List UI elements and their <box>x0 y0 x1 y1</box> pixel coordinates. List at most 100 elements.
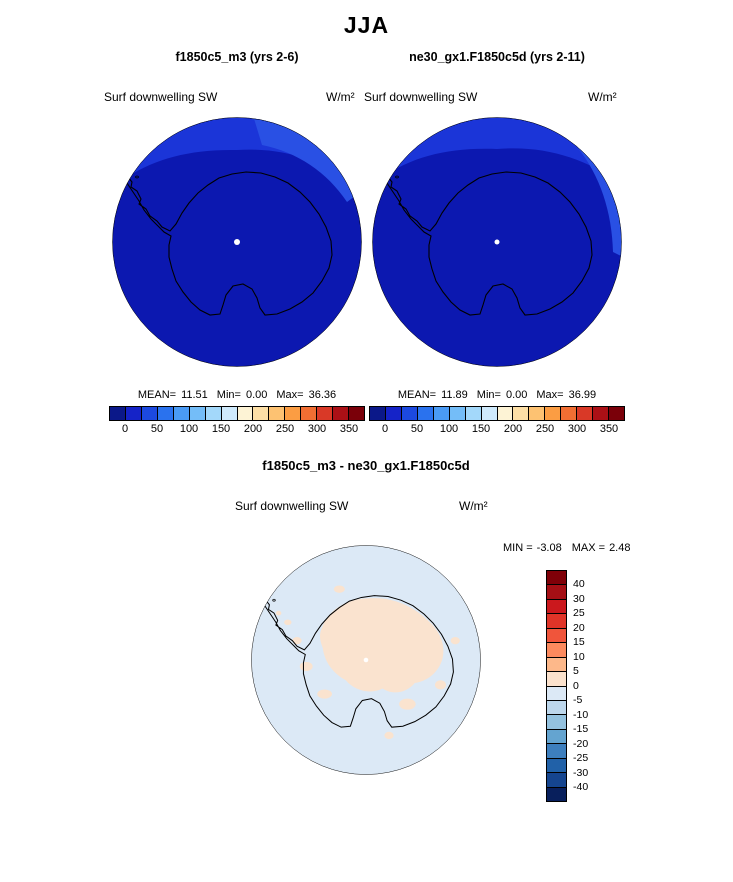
south-pole-dot <box>363 657 369 663</box>
colorbar-tick-label: 0 <box>381 423 389 435</box>
anomaly-blob <box>435 680 447 690</box>
colorbar-segment <box>401 407 418 420</box>
colorbar-segment <box>301 407 318 420</box>
colorbar-segment <box>237 407 254 420</box>
colorbar-segment <box>577 407 594 420</box>
colorbar-segment <box>593 407 610 420</box>
south-pole-dot <box>234 239 240 245</box>
colorbar-segment <box>125 407 142 420</box>
diff-colorbar-label: -25 <box>573 752 589 764</box>
colorbar-tick-label: 150 <box>211 423 231 435</box>
min-value: 0.00 <box>505 389 528 401</box>
colorbar-tick-label: 50 <box>150 423 164 435</box>
diff-max-value: 2.48 <box>609 542 631 554</box>
units-label-diff: W/m² <box>459 499 488 513</box>
diff-colorbar-label: -5 <box>573 694 583 706</box>
colorbar-tick-label: 200 <box>243 423 263 435</box>
colorbar-tick-label: 100 <box>439 423 459 435</box>
colorbar-segment <box>333 407 350 420</box>
diff-colorbar-label: 10 <box>573 650 585 663</box>
colorbar-tick-label: 300 <box>307 423 327 435</box>
colorbar-tick-label: 150 <box>471 423 491 435</box>
min-label: Min= <box>216 389 241 401</box>
map-boundary-circle <box>112 117 362 367</box>
south-pole-dot <box>494 239 500 245</box>
anomaly-blob <box>275 610 282 616</box>
mean-value: 11.89 <box>441 389 468 401</box>
colorbar-segment <box>253 407 270 420</box>
map-boundary-circle <box>251 545 481 775</box>
diff-colorbar-segment <box>547 599 566 615</box>
colorbar-segment <box>481 407 498 420</box>
anomaly-blob <box>399 698 416 710</box>
diff-colorbar-label: -20 <box>573 737 589 750</box>
variable-label-right: Surf downwelling SW <box>364 90 478 104</box>
units-label-left: W/m² <box>326 90 355 104</box>
anomaly-blob <box>299 661 313 672</box>
season-title: JJA <box>343 12 390 38</box>
diff-colorbar-segment <box>547 614 566 629</box>
max-value: 36.99 <box>568 389 597 401</box>
colorbar-tick-label: 250 <box>535 423 555 435</box>
diff-colorbar-label: -30 <box>573 766 589 779</box>
diff-max-label: MAX = <box>571 542 606 554</box>
diff-colorbar-segment <box>547 686 566 701</box>
colorbar-right-ticks: 0 50 100 150 200 250 300 350 <box>369 423 625 437</box>
diff-colorbar-label: 20 <box>573 621 585 634</box>
diff-colorbar-label: 40 <box>573 578 585 590</box>
diff-colorbar-label: -10 <box>573 708 589 721</box>
colorbar-tick-label: 300 <box>567 423 587 435</box>
anomaly-blob <box>450 637 460 645</box>
diff-colorbar-segment <box>547 571 566 586</box>
diff-colorbar-label: 25 <box>573 607 585 619</box>
colorbar-right <box>369 406 625 421</box>
mean-label: MEAN= <box>137 389 177 401</box>
diff-colorbar-segment <box>547 744 566 759</box>
anomaly-blob <box>284 619 292 626</box>
diff-colorbar-label: 5 <box>573 665 579 677</box>
colorbar-segment <box>349 407 364 420</box>
min-label: Min= <box>476 389 501 401</box>
diff-colorbar-label: -40 <box>573 781 589 793</box>
colorbar-segment <box>110 407 126 420</box>
colorbar-left-ticks: 0 50 100 150 200 250 300 350 <box>109 423 365 437</box>
diff-colorbar <box>546 570 567 802</box>
colorbar-segment <box>285 407 302 420</box>
colorbar-segment <box>370 407 386 420</box>
colorbar-tick-label: 250 <box>275 423 295 435</box>
colorbar-segment <box>465 407 482 420</box>
colorbar-segment <box>497 407 514 420</box>
diff-min-label: MIN = <box>503 542 533 554</box>
colorbar-segment <box>561 407 578 420</box>
diff-minmax: MIN = -3.08 MAX = 2.48 <box>503 542 630 554</box>
colorbar-segment <box>141 407 158 420</box>
diff-colorbar-segment <box>547 657 566 673</box>
units-label-right: W/m² <box>588 90 617 104</box>
max-label: Max= <box>276 389 304 401</box>
colorbar-segment <box>609 407 624 420</box>
max-value: 36.36 <box>308 389 337 401</box>
colorbar-segment <box>173 407 190 420</box>
colorbar-segment <box>433 407 450 420</box>
diff-colorbar-segment <box>547 729 566 745</box>
colorbar-left <box>109 406 365 421</box>
stats-right: MEAN= 11.89 Min= 0.00 Max= 36.99 <box>347 389 647 401</box>
colorbar-tick-label: 200 <box>503 423 523 435</box>
panel-header-right: ne30_gx1.F1850c5d (yrs 2-11) <box>409 50 585 64</box>
map-boundary-circle <box>372 117 622 367</box>
diff-title: f1850c5_m3 - ne30_gx1.F1850c5d <box>262 458 470 473</box>
diff-colorbar-segment <box>547 628 566 644</box>
colorbar-segment <box>449 407 466 420</box>
colorbar-tick-label: 350 <box>339 423 359 435</box>
colorbar-segment <box>529 407 546 420</box>
colorbar-segment <box>157 407 174 420</box>
stats-left: MEAN= 11.51 Min= 0.00 Max= 36.36 <box>87 389 387 401</box>
positive-anomaly-patch <box>320 598 444 693</box>
colorbar-tick-label: 0 <box>121 423 129 435</box>
variable-label-diff: Surf downwelling SW <box>235 499 349 513</box>
max-label: Max= <box>536 389 564 401</box>
anomaly-blob <box>333 585 345 593</box>
anomaly-blob <box>292 637 302 645</box>
colorbar-segment <box>545 407 562 420</box>
